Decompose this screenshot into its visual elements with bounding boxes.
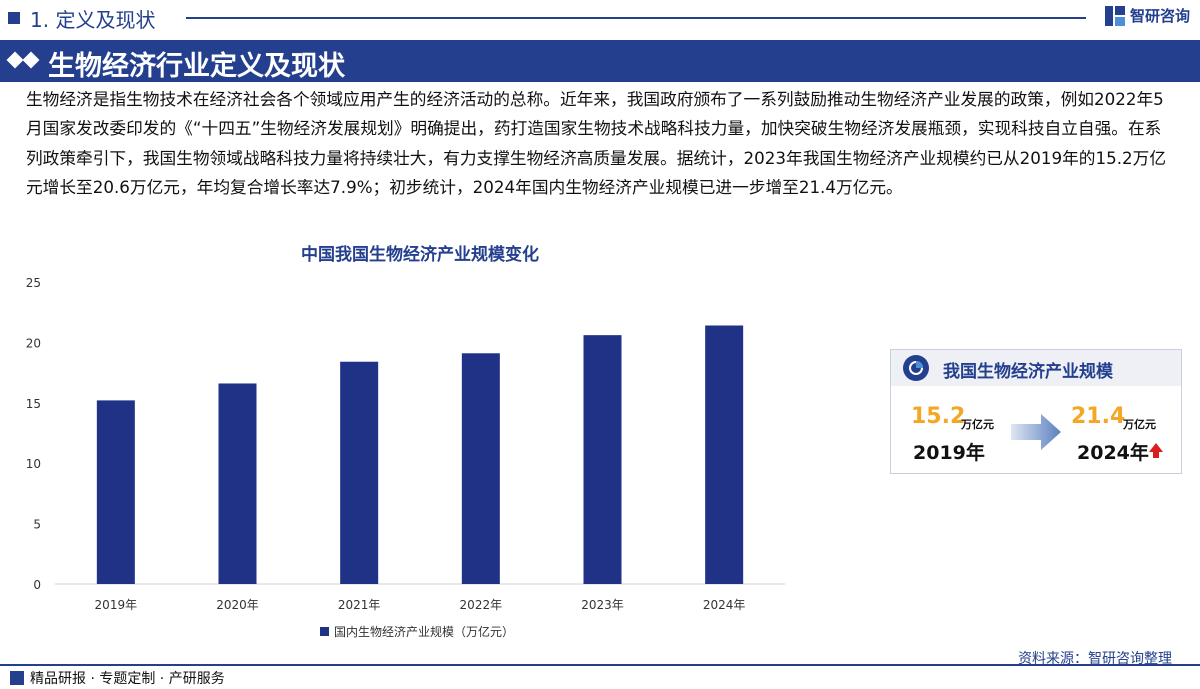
- bar: [705, 325, 744, 584]
- growth-arrow-icon: [1011, 414, 1061, 450]
- diamond-icon: [22, 51, 40, 69]
- bar: [461, 353, 500, 584]
- to-value: 21.4: [1071, 404, 1126, 429]
- y-tick-label: 5: [33, 518, 41, 532]
- y-tick-label: 25: [26, 276, 41, 290]
- footer-tagline: 精品研报 · 专题定制 · 产研服务: [10, 668, 225, 688]
- intro-paragraph: 生物经济是指生物技术在经济社会各个领域应用产生的经济活动的总称。近年来，我国政府…: [26, 89, 1167, 197]
- from-value: 15.2: [911, 404, 966, 429]
- card-title: 我国生物经济产业规模: [943, 362, 1113, 382]
- footer-rule: [0, 664, 1200, 666]
- section-header: 1. 定义及现状 智研咨询: [0, 0, 1200, 36]
- x-tick-label: 2020年: [216, 598, 259, 612]
- logo-icon: [1104, 5, 1125, 26]
- legend-swatch: [320, 627, 329, 636]
- bar-chart: 0 5 10 15 20 25 2019年 2020年 2021年 2022年 2023年 2024年…: [26, 276, 785, 639]
- footer-marker: [10, 671, 24, 685]
- x-tick-label: 2019年: [95, 598, 138, 612]
- logo-text: 智研咨询: [1129, 7, 1190, 25]
- diamond-icon: [6, 51, 24, 69]
- from-year: 2019年: [913, 442, 985, 464]
- bar: [218, 383, 257, 584]
- from-unit: 万亿元: [961, 418, 994, 431]
- x-tick-label: 2023年: [581, 598, 624, 612]
- section-title: 1. 定义及现状: [30, 8, 156, 32]
- up-arrow-stem: [1153, 451, 1159, 458]
- y-tick-label: 0: [33, 578, 41, 592]
- to-year: 2024年: [1077, 442, 1149, 464]
- chart-title: 中国我国生物经济产业规模变化: [301, 245, 539, 265]
- to-unit: 万亿元: [1123, 418, 1156, 431]
- header-rule: [186, 17, 1086, 19]
- x-tick-label: 2022年: [460, 598, 503, 612]
- bar: [96, 400, 135, 584]
- page-title: 生物经济行业定义及现状: [48, 51, 345, 82]
- brand-logo: 智研咨询: [1104, 5, 1190, 26]
- card-header: 我国生物经济产业规模: [891, 350, 1181, 386]
- pie-chart-icon: [903, 355, 929, 381]
- bar: [583, 335, 622, 584]
- title-banner: 生物经济行业定义及现状: [0, 40, 1200, 82]
- footer-text: 精品研报 · 专题定制 · 产研服务: [30, 671, 225, 687]
- y-tick-label: 15: [26, 397, 41, 411]
- data-source: 资料来源：智研咨询整理: [1018, 651, 1172, 667]
- x-tick-label: 2024年: [703, 598, 746, 612]
- section-marker: [8, 12, 20, 24]
- y-tick-label: 20: [26, 336, 41, 350]
- y-tick-label: 10: [26, 457, 41, 471]
- up-arrow-icon: [1149, 443, 1163, 452]
- summary-card: 我国生物经济产业规模 15.2 万亿元 2019年 21.4 万亿元 2024年: [890, 349, 1182, 474]
- legend-label: 国内生物经济产业规模（万亿元）: [334, 624, 514, 639]
- x-tick-label: 2021年: [338, 598, 381, 612]
- bar: [340, 361, 379, 584]
